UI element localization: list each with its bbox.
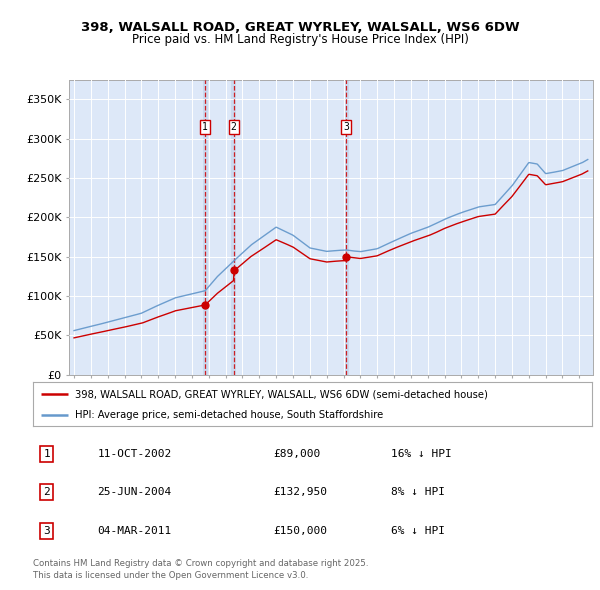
Text: 398, WALSALL ROAD, GREAT WYRLEY, WALSALL, WS6 6DW (semi-detached house): 398, WALSALL ROAD, GREAT WYRLEY, WALSALL… (75, 389, 488, 399)
Bar (231, 80, 236, 375)
Text: 1: 1 (44, 449, 50, 458)
Text: 25-JUN-2004: 25-JUN-2004 (97, 487, 172, 497)
Text: £132,950: £132,950 (274, 487, 328, 497)
Text: £150,000: £150,000 (274, 526, 328, 536)
Text: 6% ↓ HPI: 6% ↓ HPI (391, 526, 445, 536)
Bar (344, 80, 349, 375)
Text: 1: 1 (202, 122, 208, 132)
Text: This data is licensed under the Open Government Licence v3.0.: This data is licensed under the Open Gov… (33, 571, 308, 579)
Text: £89,000: £89,000 (274, 449, 321, 458)
Text: Price paid vs. HM Land Registry's House Price Index (HPI): Price paid vs. HM Land Registry's House … (131, 33, 469, 46)
Text: 8% ↓ HPI: 8% ↓ HPI (391, 487, 445, 497)
Text: 04-MAR-2011: 04-MAR-2011 (97, 526, 172, 536)
Text: Contains HM Land Registry data © Crown copyright and database right 2025.: Contains HM Land Registry data © Crown c… (33, 559, 368, 568)
Text: 16% ↓ HPI: 16% ↓ HPI (391, 449, 452, 458)
Text: 11-OCT-2002: 11-OCT-2002 (97, 449, 172, 458)
Text: 2: 2 (44, 487, 50, 497)
Text: 2: 2 (231, 122, 236, 132)
Text: 398, WALSALL ROAD, GREAT WYRLEY, WALSALL, WS6 6DW: 398, WALSALL ROAD, GREAT WYRLEY, WALSALL… (80, 21, 520, 34)
Bar (203, 80, 208, 375)
Text: HPI: Average price, semi-detached house, South Staffordshire: HPI: Average price, semi-detached house,… (75, 410, 383, 420)
Text: 3: 3 (343, 122, 349, 132)
Text: 3: 3 (44, 526, 50, 536)
